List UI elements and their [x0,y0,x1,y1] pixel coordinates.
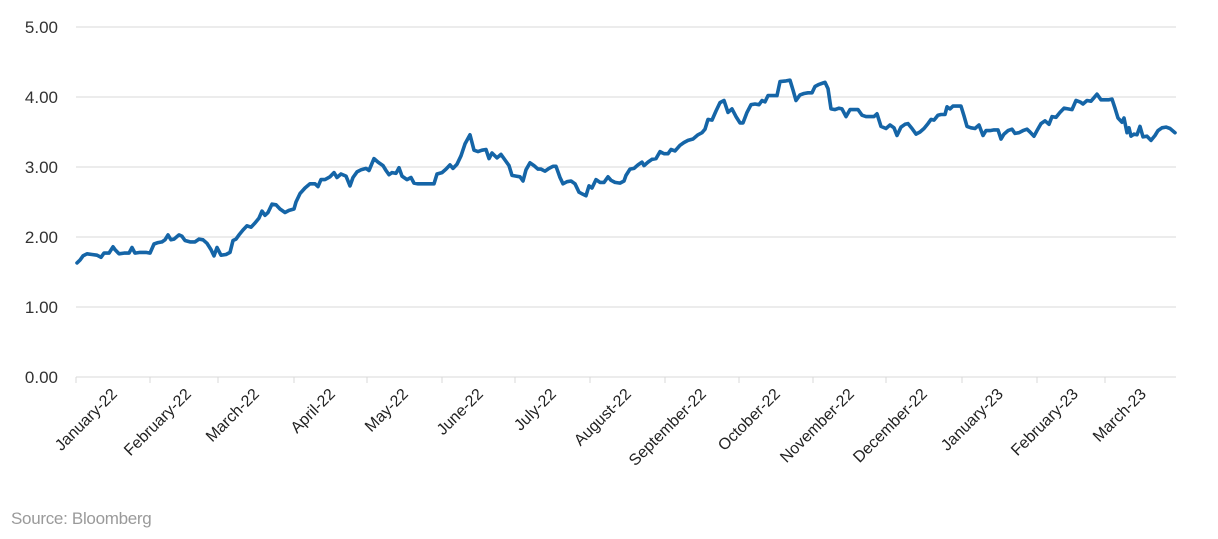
x-tick-label: August-22 [571,386,635,450]
x-tick-label: March-22 [203,386,263,446]
y-tick-label: 3.00 [25,158,58,177]
x-tick-label: January-23 [938,386,1007,455]
x-axis-labels: January-22 February-22 March-22 April-22 May… [52,386,1150,470]
x-axis [75,376,1176,383]
y-tick-label: 2.00 [25,228,58,247]
x-tick-label: May-22 [362,386,412,436]
y-tick-label: 5.00 [25,18,58,37]
y-tick-label: 1.00 [25,298,58,317]
x-tick-label: February-23 [1008,386,1082,460]
x-tick-label: April-22 [288,386,339,437]
x-tick-label: June-22 [434,386,487,439]
x-tick-label: July-22 [511,386,560,435]
source-note: Source: Bloomberg [11,509,152,528]
x-tick-label: November-22 [777,386,858,467]
x-tick-label: March-23 [1090,386,1150,446]
yield-series-line [75,78,1177,265]
y-tick-label: 0.00 [25,368,58,387]
x-tick-label: October-22 [715,386,784,455]
y-tick-label: 4.00 [25,88,58,107]
x-tick-label: February-22 [121,386,195,460]
y-axis-labels: 0.00 1.00 2.00 3.00 4.00 5.00 [25,18,58,387]
x-tick-label: September-22 [626,386,710,470]
x-tick-label: December-22 [850,386,931,467]
x-tick-label: January-22 [52,386,121,455]
gridlines [76,26,1176,308]
